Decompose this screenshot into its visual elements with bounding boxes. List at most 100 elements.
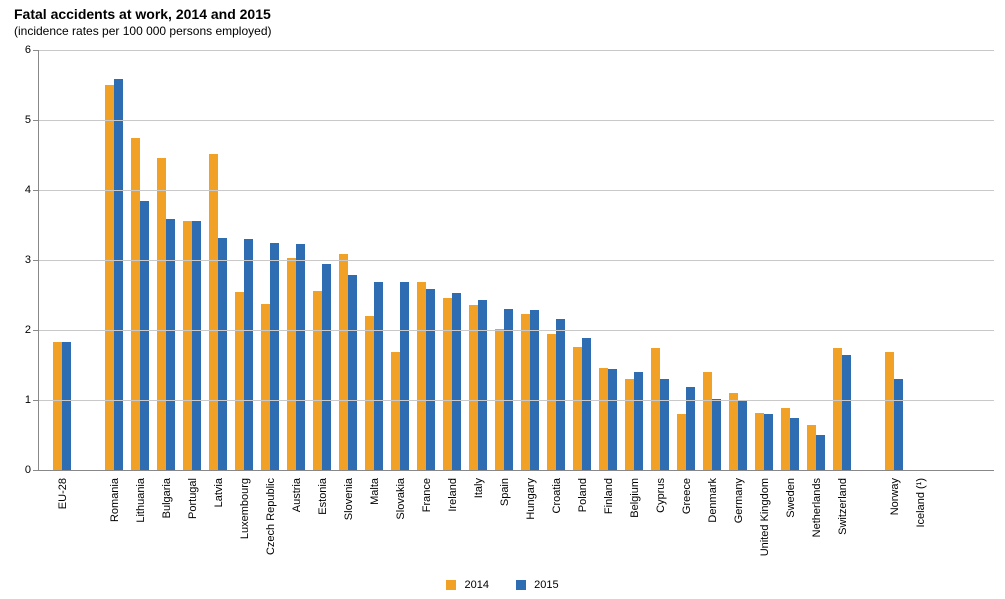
- x-axis-label: Ireland: [447, 478, 459, 512]
- y-tick: [33, 190, 39, 191]
- bar-2014: [885, 352, 894, 470]
- bar-2015: [842, 355, 851, 470]
- bar-2015: [426, 289, 435, 470]
- y-axis-label: 0: [25, 464, 31, 476]
- x-axis-label: Finland: [603, 478, 615, 514]
- x-axis-label: Poland: [577, 478, 589, 512]
- x-axis-label: Latvia: [213, 478, 225, 507]
- y-axis-label: 3: [25, 254, 31, 266]
- x-axis-label: Estonia: [317, 478, 329, 515]
- bar-2015: [452, 293, 461, 470]
- bar-2015: [218, 238, 227, 470]
- x-axis-label: Iceland (¹): [915, 478, 927, 528]
- x-axis-label: Czech Republic: [265, 478, 277, 555]
- x-axis-label: Malta: [369, 478, 381, 505]
- x-axis-label: Spain: [499, 478, 511, 506]
- bar-2015: [738, 401, 747, 470]
- bar-2015: [660, 379, 669, 470]
- bar-2014: [417, 282, 426, 470]
- bar-2014: [339, 254, 348, 470]
- bar-2014: [833, 348, 842, 470]
- legend: 2014 2015: [0, 579, 1005, 591]
- bar-2014: [573, 347, 582, 470]
- y-axis-label: 4: [25, 184, 31, 196]
- x-axis-label: Italy: [473, 478, 485, 498]
- x-axis-label: Denmark: [707, 478, 719, 523]
- y-tick: [33, 50, 39, 51]
- gridline: [39, 400, 994, 401]
- x-axis-label: Germany: [733, 478, 745, 523]
- bar-2015: [608, 369, 617, 470]
- bar-2015: [478, 300, 487, 470]
- legend-label-2015: 2015: [534, 579, 558, 591]
- bar-2015: [62, 342, 71, 470]
- bar-2014: [209, 154, 218, 470]
- x-axis-label: Greece: [681, 478, 693, 514]
- bar-2015: [712, 399, 721, 470]
- bar-2014: [365, 316, 374, 470]
- bar-2014: [235, 292, 244, 471]
- bar-2014: [599, 368, 608, 470]
- x-axis-label: Sweden: [785, 478, 797, 518]
- gridline: [39, 260, 994, 261]
- plot-area: 0123456: [38, 50, 994, 471]
- y-tick: [33, 400, 39, 401]
- legend-item-2015: 2015: [516, 579, 559, 591]
- bar-2015: [244, 239, 253, 470]
- gridline: [39, 50, 994, 51]
- x-axis-label: Lithuania: [135, 478, 147, 523]
- bar-2015: [140, 201, 149, 471]
- x-axis-label: Slovakia: [395, 478, 407, 520]
- gridline: [39, 190, 994, 191]
- bar-2015: [764, 414, 773, 470]
- y-tick: [33, 470, 39, 471]
- y-axis-label: 6: [25, 44, 31, 56]
- x-axis-label: EU-28: [57, 478, 69, 509]
- chart-container: Fatal accidents at work, 2014 and 2015 (…: [0, 0, 1005, 599]
- bar-2015: [816, 435, 825, 470]
- legend-swatch-2015: [516, 580, 526, 590]
- bar-2015: [400, 282, 409, 470]
- x-axis-label: Norway: [889, 478, 901, 515]
- bar-2014: [703, 372, 712, 470]
- bar-2014: [729, 393, 738, 470]
- bar-2014: [443, 298, 452, 470]
- chart-subtitle: (incidence rates per 100 000 persons emp…: [14, 24, 271, 38]
- bar-2015: [322, 264, 331, 470]
- y-axis-label: 5: [25, 114, 31, 126]
- x-axis-label: Belgium: [629, 478, 641, 518]
- x-axis-label: Cyprus: [655, 478, 667, 513]
- x-axis-label: United Kingdom: [759, 478, 771, 556]
- bar-2015: [192, 221, 201, 470]
- bar-2015: [504, 309, 513, 470]
- bar-2015: [348, 275, 357, 470]
- x-axis-label: Austria: [291, 478, 303, 512]
- x-axis-label: Romania: [109, 478, 121, 522]
- y-tick: [33, 330, 39, 331]
- y-tick: [33, 120, 39, 121]
- x-axis-label: Switzerland: [837, 478, 849, 535]
- bar-2014: [261, 304, 270, 470]
- x-axis-label: Netherlands: [811, 478, 823, 537]
- x-axis-label: France: [421, 478, 433, 512]
- legend-label-2014: 2014: [464, 579, 488, 591]
- legend-swatch-2014: [446, 580, 456, 590]
- bar-2014: [781, 408, 790, 470]
- y-axis-label: 1: [25, 394, 31, 406]
- bar-2015: [582, 338, 591, 470]
- bar-2014: [183, 221, 192, 470]
- bar-2015: [790, 418, 799, 470]
- bar-2015: [556, 319, 565, 470]
- bar-2015: [166, 219, 175, 470]
- bar-2014: [391, 352, 400, 470]
- bar-2014: [625, 379, 634, 470]
- bar-2015: [114, 79, 123, 470]
- bar-2015: [374, 282, 383, 470]
- x-axis-label: Hungary: [525, 478, 537, 520]
- bar-2014: [287, 258, 296, 470]
- bar-2014: [313, 291, 322, 470]
- gridline: [39, 120, 994, 121]
- x-axis-label: Croatia: [551, 478, 563, 513]
- bar-2014: [157, 158, 166, 470]
- gridline: [39, 330, 994, 331]
